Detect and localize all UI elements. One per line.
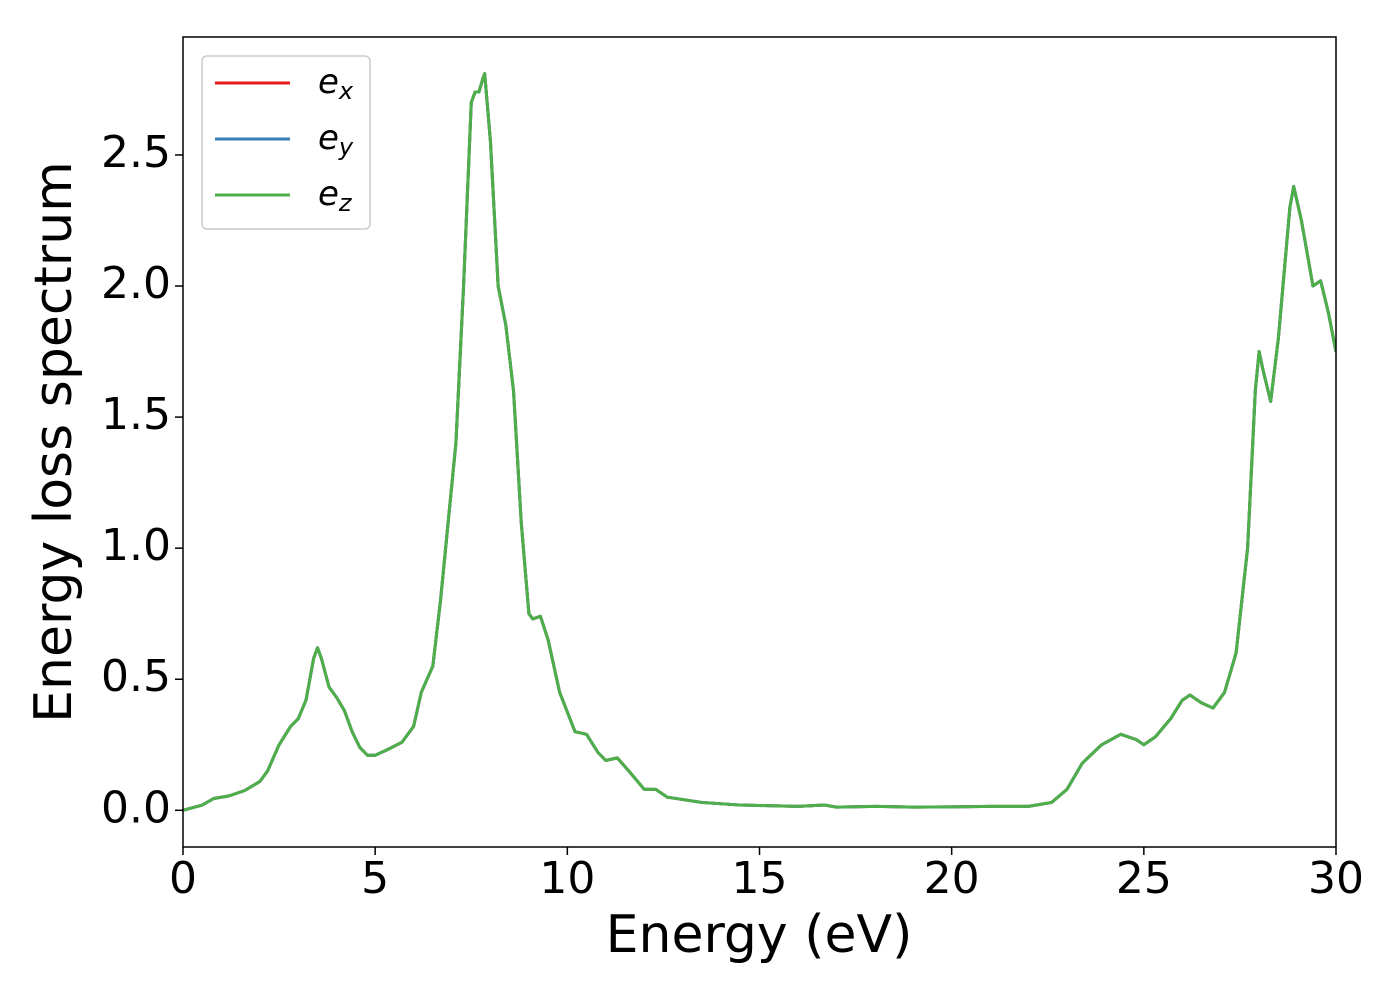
y-tick-label: 1.0 [101, 520, 171, 571]
y-tick-label: 1.5 [101, 389, 171, 440]
x-tick-label: 15 [732, 853, 788, 904]
series-line [183, 72, 1336, 812]
legend-box [201, 55, 371, 230]
y-tick-label: 2.0 [101, 258, 171, 309]
x-axis-label: Energy (eV) [606, 905, 913, 965]
x-tick-label: 20 [924, 853, 980, 904]
y-tick-label: 2.5 [101, 127, 171, 178]
legend-label: ex [318, 62, 354, 106]
plot-frame [182, 36, 1337, 848]
y-axis-label: Energy loss spectrum [24, 161, 84, 723]
x-tick-label: 25 [1116, 853, 1172, 904]
x-tick-label: 5 [361, 853, 389, 904]
x-tick-label: 0 [169, 853, 197, 904]
y-tick-label: 0.5 [101, 651, 171, 702]
legend-label: ey [318, 118, 354, 162]
x-tick-label: 10 [539, 853, 595, 904]
x-tick-label: 30 [1308, 853, 1364, 904]
legend-label: ez [318, 174, 353, 218]
y-tick-label: 0.0 [101, 782, 171, 833]
